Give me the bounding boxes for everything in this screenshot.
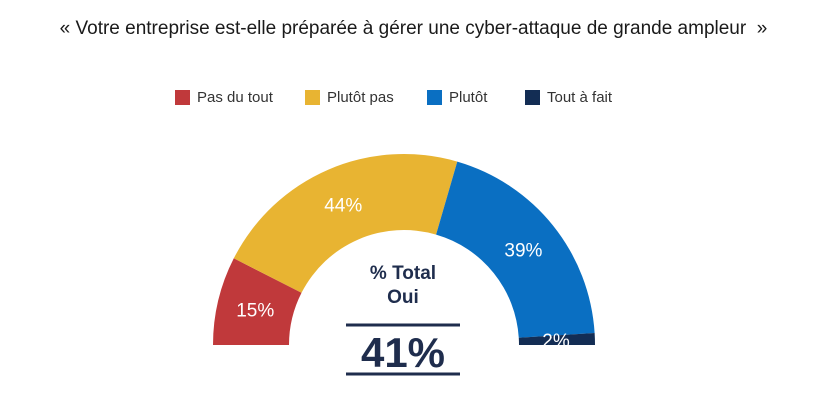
legend-item-plutot-pas: Plutôt pas	[305, 88, 394, 106]
legend-label-tout-a-fait: Tout à fait	[547, 88, 613, 106]
slice-label-tout-a-fait: 2%	[542, 331, 570, 352]
legend-label-pas-du-tout: Pas du tout	[197, 88, 273, 106]
slice-label-plutot-pas: 44%	[324, 196, 362, 217]
center-value: 41%	[361, 329, 445, 376]
legend-swatch-tout-a-fait	[525, 89, 540, 105]
legend-item-plutot: Plutôt	[427, 88, 487, 106]
legend-swatch-pas-du-tout	[175, 89, 190, 105]
legend-label-plutot: Plutôt	[449, 88, 488, 106]
slice-plutot	[436, 161, 595, 338]
slice-tout-a-fait	[518, 333, 595, 345]
slice-plutot-pas	[233, 154, 458, 293]
legend-swatch-plutot-pas	[305, 89, 320, 105]
center-label-line2: Oui	[387, 287, 419, 308]
legend-swatch-plutot	[427, 89, 442, 105]
slices	[213, 154, 595, 345]
legend-label-plutot-pas: Plutôt pas	[327, 88, 394, 106]
legend-item-pas-du-tout: Pas du tout	[175, 88, 273, 106]
slice-labels: 15% 44% 39% 2%	[236, 196, 570, 352]
slice-label-pas-du-tout: 15%	[236, 300, 274, 321]
slice-label-plutot: 39%	[504, 240, 542, 261]
legend-item-tout-a-fait: Tout à fait	[525, 88, 612, 106]
legend: Pas du tout Plutôt pas Plutôt Tout à fai…	[0, 88, 827, 106]
slice-pas-du-tout	[213, 258, 302, 345]
chart-title: « Votre entreprise est-elle préparée à g…	[59, 18, 768, 39]
center-label-line1: % Total	[370, 263, 436, 284]
